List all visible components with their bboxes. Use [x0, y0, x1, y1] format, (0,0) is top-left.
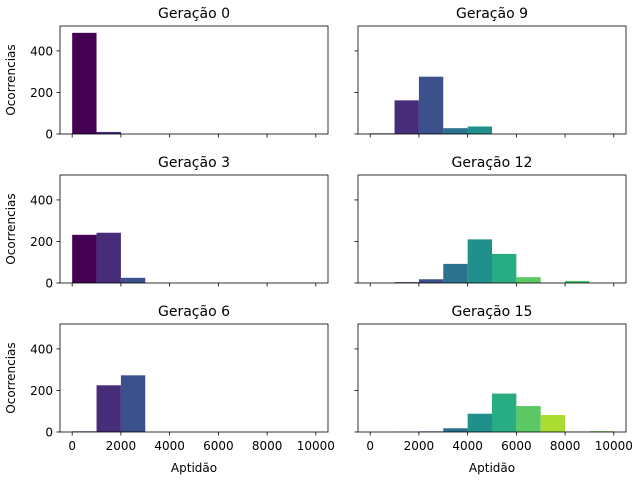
x-tick-label: 6000: [203, 439, 234, 453]
histogram-bar: [72, 32, 97, 134]
histogram-bar: [120, 277, 146, 283]
y-axis-label: Ocorrencias: [4, 342, 18, 413]
subplot-title: Geração 0: [158, 6, 230, 22]
histogram-bar: [467, 126, 492, 134]
histogram-bar: [443, 128, 468, 134]
histogram-bar: [418, 76, 444, 134]
y-tick-label: 400: [30, 342, 53, 356]
histogram-bar: [120, 375, 146, 432]
y-tick-label: 200: [30, 384, 53, 398]
axes-frame: [59, 174, 329, 284]
histogram-bar: [443, 263, 468, 283]
axes-frame: [59, 323, 329, 433]
x-tick-label: 2000: [106, 439, 137, 453]
y-tick-label: 400: [30, 44, 53, 58]
subplot-title: Geração 12: [452, 155, 533, 171]
y-tick-label: 200: [30, 235, 53, 249]
histogram-bar: [96, 232, 121, 283]
histogram-bar: [589, 431, 614, 432]
histogram-bar: [467, 239, 492, 283]
axes-frame: [357, 323, 627, 433]
subplot-title: Geração 6: [158, 304, 230, 320]
subplot-1: Geração 0 0 200 400 Ocorrencias: [4, 6, 329, 142]
histogram-bar: [540, 414, 566, 432]
axes-frame: [59, 25, 329, 135]
axes-frame: [357, 25, 627, 135]
subplot-title: Geração 15: [452, 304, 533, 320]
subplot-2: Geração 9: [354, 6, 627, 138]
x-tick-label: 10000: [297, 439, 335, 453]
y-tick-label: 200: [30, 86, 53, 100]
histogram-bar: [492, 253, 517, 283]
x-tick-label: 4000: [154, 439, 185, 453]
y-tick-label: 400: [30, 193, 53, 207]
subplot-4: Geração 12: [354, 155, 627, 287]
histogram-bar: [516, 406, 541, 432]
y-tick-label: 0: [45, 426, 53, 440]
histogram-bar: [565, 280, 590, 283]
histogram-bar: [418, 279, 444, 283]
x-tick-label: 2000: [404, 439, 435, 453]
y-axis-label: Ocorrencias: [4, 193, 18, 264]
y-axis-label: Ocorrencias: [4, 44, 18, 115]
y-tick-label: 0: [45, 128, 53, 142]
subplot-6: Geração 15 0 2000 4000 6000 8000 10000 Aptidão: [354, 304, 633, 475]
subplot-title: Geração 3: [158, 155, 230, 171]
x-tick-label: 8000: [550, 439, 581, 453]
histogram-bar: [443, 428, 468, 432]
x-tick-label: 4000: [452, 439, 483, 453]
x-tick-label: 10000: [595, 439, 633, 453]
x-axis-label: Aptidão: [171, 461, 217, 475]
x-tick-label: 8000: [252, 439, 283, 453]
histogram-bar: [96, 385, 121, 432]
y-tick-label: 0: [45, 277, 53, 291]
subplot-title: Geração 9: [456, 6, 528, 22]
histogram-bar: [394, 100, 419, 134]
subplot-3: Geração 3 0 200 400 Ocorrencias: [4, 155, 329, 291]
histogram-bar: [492, 393, 517, 432]
histogram-bar: [72, 234, 97, 283]
histogram-bar: [467, 413, 492, 432]
x-tick-label: 0: [68, 439, 76, 453]
histogram-bar: [516, 277, 541, 283]
x-tick-label: 0: [366, 439, 374, 453]
histogram-bar: [96, 131, 121, 134]
subplot-5: Geração 6 0 2000 4000 6000 8000 10000 0 200 400 Oc…: [4, 304, 335, 475]
x-tick-label: 6000: [501, 439, 532, 453]
x-axis-label: Aptidão: [469, 461, 515, 475]
axes-frame: [357, 174, 627, 284]
histogram-bar: [394, 282, 419, 283]
